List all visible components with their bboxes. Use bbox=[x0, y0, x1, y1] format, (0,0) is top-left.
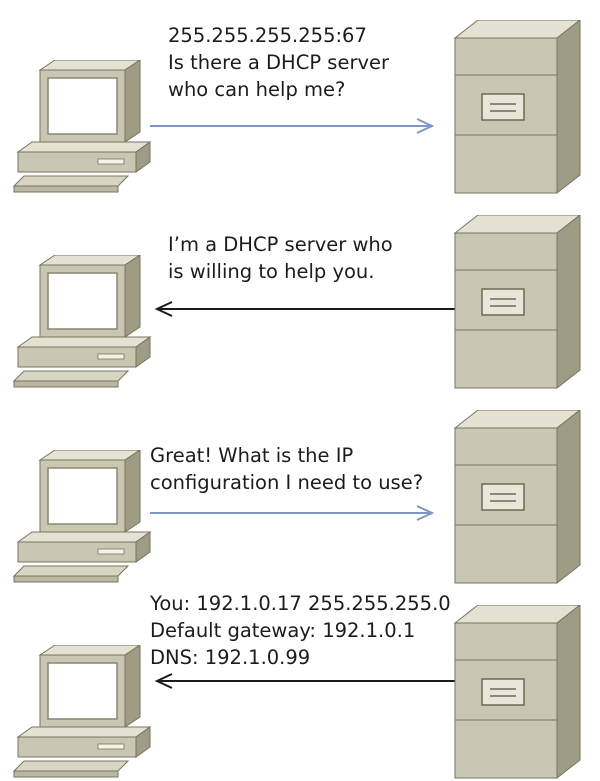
desktop-computer-icon bbox=[10, 60, 155, 195]
message-line: who can help me? bbox=[168, 78, 346, 101]
desktop-computer-icon bbox=[10, 450, 155, 585]
right-arrow-icon bbox=[150, 505, 435, 521]
desktop-computer-icon bbox=[10, 255, 155, 390]
right-arrow-icon bbox=[150, 118, 435, 134]
message-line: You: 192.1.0.17 255.255.255.0 bbox=[150, 592, 451, 615]
message-line: configuration I need to use? bbox=[150, 471, 424, 494]
tower-server-icon bbox=[450, 215, 590, 390]
message-line: Great! What is the IP bbox=[150, 444, 354, 467]
left-arrow-icon bbox=[154, 673, 463, 689]
message-line: DNS: 192.1.0.99 bbox=[150, 646, 311, 669]
dhcp-ack-step: You: 192.1.0.17 255.255.255.0 Default ga… bbox=[0, 585, 600, 780]
request-message: Great! What is the IP configuration I ne… bbox=[150, 442, 423, 496]
desktop-computer-icon bbox=[10, 645, 155, 780]
tower-server-icon bbox=[450, 410, 590, 585]
discover-message: 255.255.255.255:67 Is there a DHCP serve… bbox=[168, 22, 389, 103]
message-line: I’m a DHCP server who bbox=[168, 233, 393, 256]
dhcp-request-step: Great! What is the IP configuration I ne… bbox=[0, 390, 600, 585]
dhcp-offer-step: I’m a DHCP server who is willing to help… bbox=[0, 195, 600, 390]
tower-server-icon bbox=[450, 605, 590, 780]
ack-message: You: 192.1.0.17 255.255.255.0 Default ga… bbox=[150, 590, 451, 671]
offer-message: I’m a DHCP server who is willing to help… bbox=[168, 231, 393, 285]
message-line: is willing to help you. bbox=[168, 260, 375, 283]
dhcp-discover-step: 255.255.255.255:67 Is there a DHCP serve… bbox=[0, 0, 600, 195]
message-line: Is there a DHCP server bbox=[168, 51, 390, 74]
message-line: 255.255.255.255:67 bbox=[168, 24, 367, 47]
tower-server-icon bbox=[450, 20, 590, 195]
left-arrow-icon bbox=[154, 301, 463, 317]
message-line: Default gateway: 192.1.0.1 bbox=[150, 619, 416, 642]
